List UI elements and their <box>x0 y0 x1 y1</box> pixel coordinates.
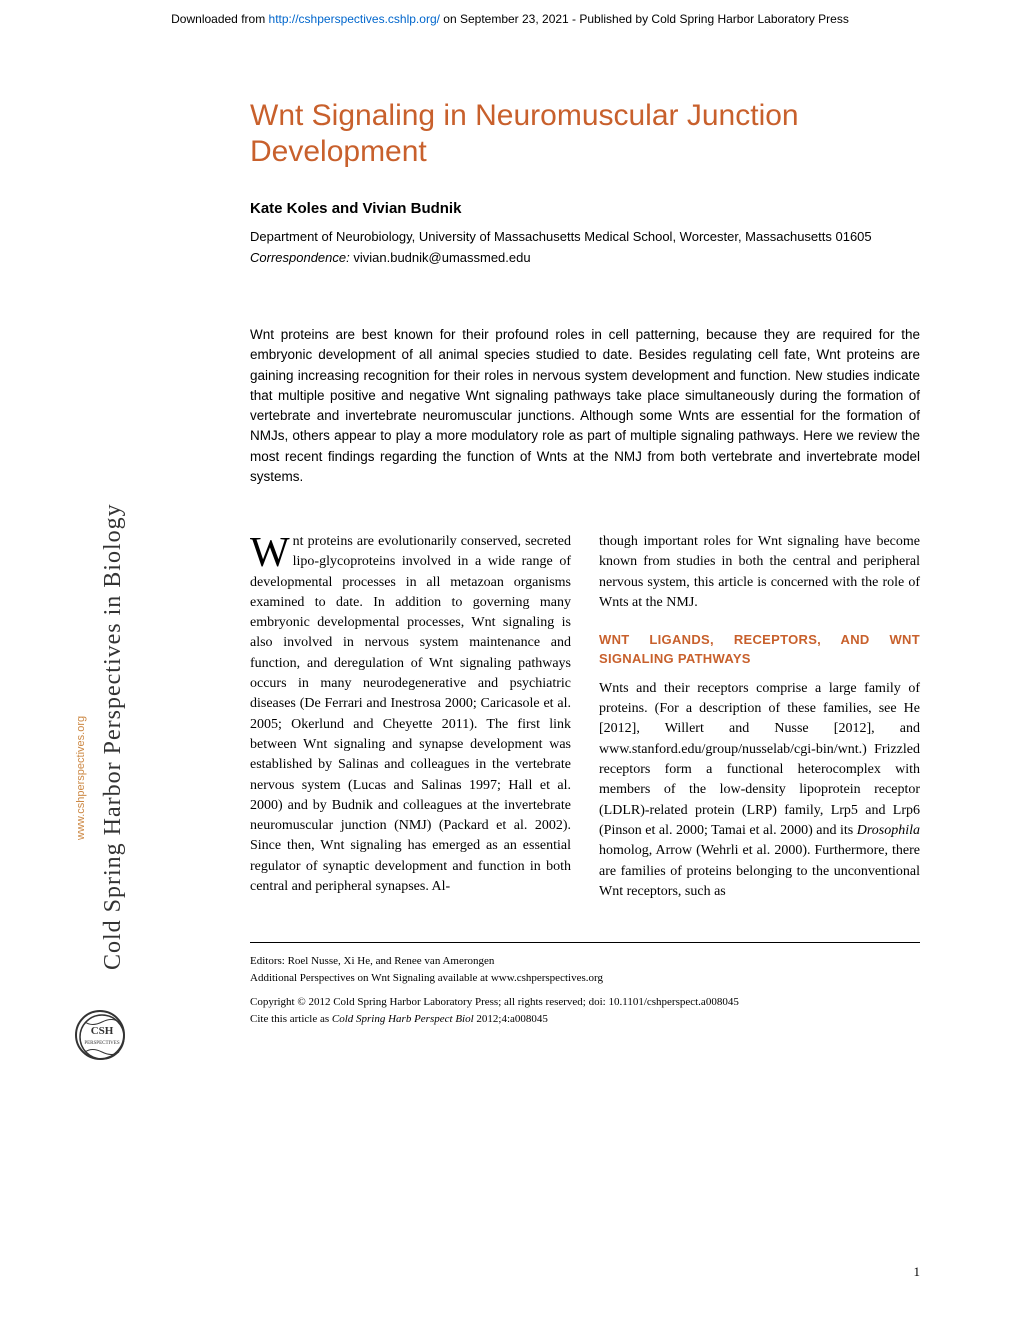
journal-logo: CSH PERSPECTIVES <box>75 1010 130 1065</box>
journal-url-vertical: www.cshperspectives.org <box>75 716 87 840</box>
right-column: though important roles for Wnt signaling… <box>599 532 920 902</box>
cite-prefix: Cite this article as <box>250 1013 332 1025</box>
section-heading-wnt-ligands: WNT LIGANDS, RECEPTORS, AND WNT SIGNALIN… <box>599 631 920 669</box>
page-number: 1 <box>914 1264 921 1280</box>
svg-text:CSH: CSH <box>91 1025 114 1037</box>
journal-sidebar: Cold Spring Harbor Perspectives in Biolo… <box>80 410 120 1010</box>
col2-p2-italic: Drosophila <box>857 823 920 838</box>
col2-para-1: though important roles for Wnt signaling… <box>599 532 920 613</box>
header-url-link[interactable]: http://cshperspectives.cshlp.org/ <box>269 12 440 26</box>
left-column: Wnt proteins are evolutionarily conserve… <box>250 532 571 902</box>
correspondence-line: Correspondence: vivian.budnik@umassmed.e… <box>250 250 920 265</box>
cite-italic: Cold Spring Harb Perspect Biol <box>332 1013 474 1025</box>
footer-copyright: Copyright © 2012 Cold Spring Harbor Labo… <box>250 994 920 1011</box>
body-two-columns: Wnt proteins are evolutionarily conserve… <box>250 532 920 902</box>
svg-text:PERSPECTIVES: PERSPECTIVES <box>84 1041 120 1046</box>
drop-cap-w: W <box>250 532 293 572</box>
col2-para-2: Wnts and their receptors comprise a larg… <box>599 679 920 902</box>
footer-citation: Cite this article as Cold Spring Harb Pe… <box>250 1011 920 1028</box>
article-title: Wnt Signaling in Neuromuscular Junction … <box>250 98 920 170</box>
main-article-content: Wnt Signaling in Neuromuscular Junction … <box>250 38 920 1027</box>
correspondence-email: vivian.budnik@umassmed.edu <box>353 250 530 265</box>
article-footer: Editors: Roel Nusse, Xi He, and Renee va… <box>250 942 920 1027</box>
header-prefix: Downloaded from <box>171 12 268 26</box>
cite-suffix: 2012;4:a008045 <box>474 1013 548 1025</box>
footer-editors: Editors: Roel Nusse, Xi He, and Renee va… <box>250 953 920 970</box>
logo-svg-icon: CSH PERSPECTIVES <box>77 1012 127 1062</box>
article-abstract: Wnt proteins are best known for their pr… <box>250 325 920 487</box>
body-para-1: Wnt proteins are evolutionarily conserve… <box>250 532 571 897</box>
journal-name-vertical: Cold Spring Harbor Perspectives in Biolo… <box>100 503 127 970</box>
article-authors: Kate Koles and Vivian Budnik <box>250 200 920 217</box>
col2-p2-part2: homolog, Arrow (Wehrli et al. 2000). Fur… <box>599 843 920 899</box>
col1-text: nt proteins are evolutionarily conserved… <box>250 534 571 894</box>
download-header: Downloaded from http://cshperspectives.c… <box>0 0 1020 38</box>
footer-additional: Additional Perspectives on Wnt Signaling… <box>250 970 920 987</box>
article-affiliation: Department of Neurobiology, University o… <box>250 229 920 244</box>
header-suffix: on September 23, 2021 - Published by Col… <box>440 12 849 26</box>
logo-circle-icon: CSH PERSPECTIVES <box>75 1010 125 1060</box>
correspondence-label: Correspondence: <box>250 250 350 265</box>
col2-p2-part1: Wnts and their receptors comprise a larg… <box>599 681 920 838</box>
